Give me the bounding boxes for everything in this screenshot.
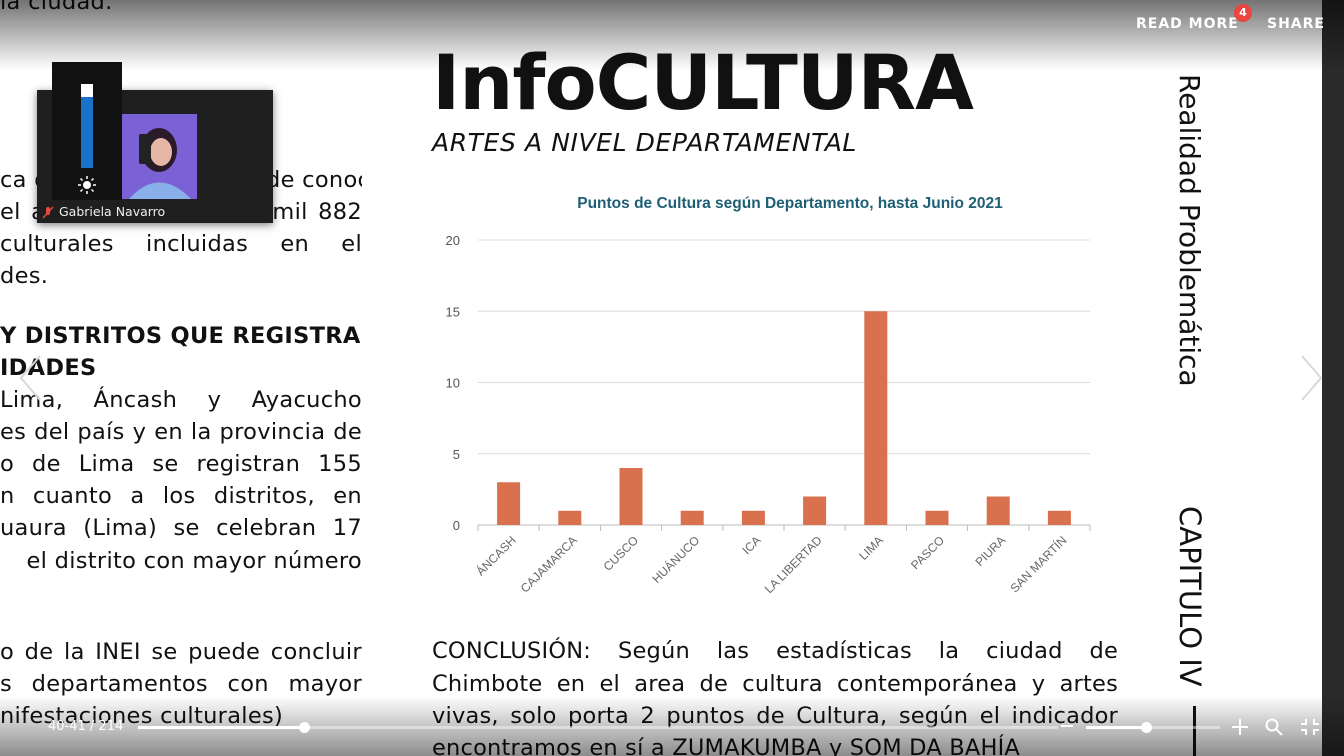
zoom-fill	[1086, 726, 1147, 729]
chart-bar	[803, 496, 827, 525]
x-tick-label: LIMA	[856, 533, 886, 563]
prev-page-button[interactable]	[18, 354, 44, 406]
chart-bar	[680, 510, 704, 525]
chart-bar	[497, 482, 521, 525]
chart-bar	[925, 510, 949, 525]
conclusion-line4: encontramos en sí a ZUMAKUMBA y SOM DA B…	[432, 735, 1021, 756]
y-tick-label: 15	[446, 304, 460, 319]
page-progress-slider[interactable]	[138, 722, 1058, 733]
y-tick-label: 5	[453, 447, 460, 462]
progress-knob[interactable]	[298, 722, 310, 733]
participant-camera-feed	[121, 114, 197, 199]
vertical-rule	[1193, 706, 1196, 756]
left-para3-line1: o de la INEI se puede concluir	[0, 639, 362, 665]
mic-muted-icon	[42, 206, 54, 219]
search-button[interactable]	[1265, 718, 1283, 739]
volume-slider-fill	[81, 96, 93, 168]
x-tick-label: LA LIBERTAD	[762, 533, 825, 596]
left-para2-line5: uaura (Lima) se celebran 17	[0, 515, 362, 541]
left-para2-line4: n cuanto a los distritos, en	[0, 483, 362, 509]
x-tick-label: PIURA	[972, 533, 1008, 569]
page-counter: 40-41 / 214	[48, 719, 124, 734]
volume-slider[interactable]	[81, 84, 93, 168]
fullscreen-icon	[1301, 719, 1319, 735]
chart-bar	[986, 496, 1010, 525]
chevron-right-icon	[1301, 355, 1323, 401]
chevron-left-icon	[19, 355, 41, 401]
left-para2-line3: o de Lima se registran 155	[0, 451, 362, 477]
page-title: InfoCULTURA	[432, 38, 974, 127]
chart-bar	[741, 510, 765, 525]
viewer-scroll-edge	[1322, 0, 1344, 756]
left-para2-line1: Lima, Áncash y Ayacucho	[0, 387, 362, 413]
chart-bar	[558, 510, 582, 525]
participant-avatar	[121, 114, 197, 199]
x-tick-label: SAN MARTÍN	[1007, 533, 1070, 596]
zoom-out-button[interactable]	[1060, 716, 1074, 741]
left-para3-line2: s departamentos con mayor	[0, 671, 362, 697]
zoom-slider[interactable]	[1086, 722, 1220, 733]
zoom-in-button[interactable]	[1231, 718, 1249, 739]
volume-popup[interactable]	[52, 62, 122, 200]
chart-bar	[619, 468, 643, 525]
left-para2-line2: es del país y en la provincia de	[0, 419, 362, 445]
y-tick-label: 0	[453, 518, 460, 533]
read-more-badge: 4	[1234, 4, 1252, 22]
x-tick-label: PASCO	[908, 533, 947, 572]
next-page-button[interactable]	[1298, 354, 1324, 406]
chart-bar	[864, 311, 888, 525]
fullscreen-button[interactable]	[1300, 718, 1320, 739]
read-more-button[interactable]: READ MORE	[1136, 16, 1239, 32]
video-call-tile[interactable]: Gabriela Navarro	[37, 90, 273, 223]
y-tick-label: 20	[446, 233, 460, 248]
x-tick-label: CUSCO	[601, 533, 642, 574]
y-tick-label: 10	[446, 376, 460, 391]
left-para1-line4: des.	[0, 263, 49, 289]
chart-title: Puntos de Cultura según Departamento, ha…	[577, 195, 1003, 212]
brightness-icon[interactable]	[78, 176, 96, 194]
left-para2-line6: el distrito con mayor número	[26, 548, 362, 574]
minus-icon	[1061, 725, 1073, 727]
x-tick-label: ÁNCASH	[473, 533, 519, 579]
x-tick-label: HUÁNUCO	[649, 533, 703, 587]
conclusion-line3: vivas, solo porta 2 puntos de Cultura, s…	[432, 703, 1118, 729]
magnifier-icon	[1265, 718, 1283, 736]
conclusion-line1: CONCLUSIÓN: Según las estadísticas la ci…	[432, 638, 1118, 664]
left-top-fragment: la ciudad.	[0, 0, 113, 15]
left-heading-line1: Y DISTRITOS QUE REGISTRAN	[0, 323, 362, 349]
vertical-realidad-problematica: Realidad Problemática	[1173, 74, 1206, 387]
share-button[interactable]: SHARE	[1267, 16, 1325, 32]
chart-bar	[1047, 510, 1071, 525]
zoom-knob[interactable]	[1141, 722, 1153, 733]
left-para1-line3: culturales incluidas en el	[0, 231, 362, 257]
plus-icon	[1232, 719, 1248, 735]
bar-chart: Puntos de Cultura según Departamento, ha…	[446, 195, 1091, 596]
x-tick-label: CAJAMARCA	[518, 533, 580, 595]
x-tick-label: ICA	[739, 533, 763, 557]
conclusion-line2: Chimbote en el area de cultura contempor…	[432, 671, 1118, 697]
participant-name: Gabriela Navarro	[59, 204, 166, 219]
progress-fill	[138, 726, 304, 729]
vertical-capitulo: CAPITULO IV	[1173, 506, 1207, 687]
page-subtitle: ARTES A NIVEL DEPARTAMENTAL	[432, 128, 857, 157]
left-heading-line2: IDADES	[0, 355, 97, 381]
left-para3-line3: nifestaciones culturales)	[0, 703, 284, 729]
